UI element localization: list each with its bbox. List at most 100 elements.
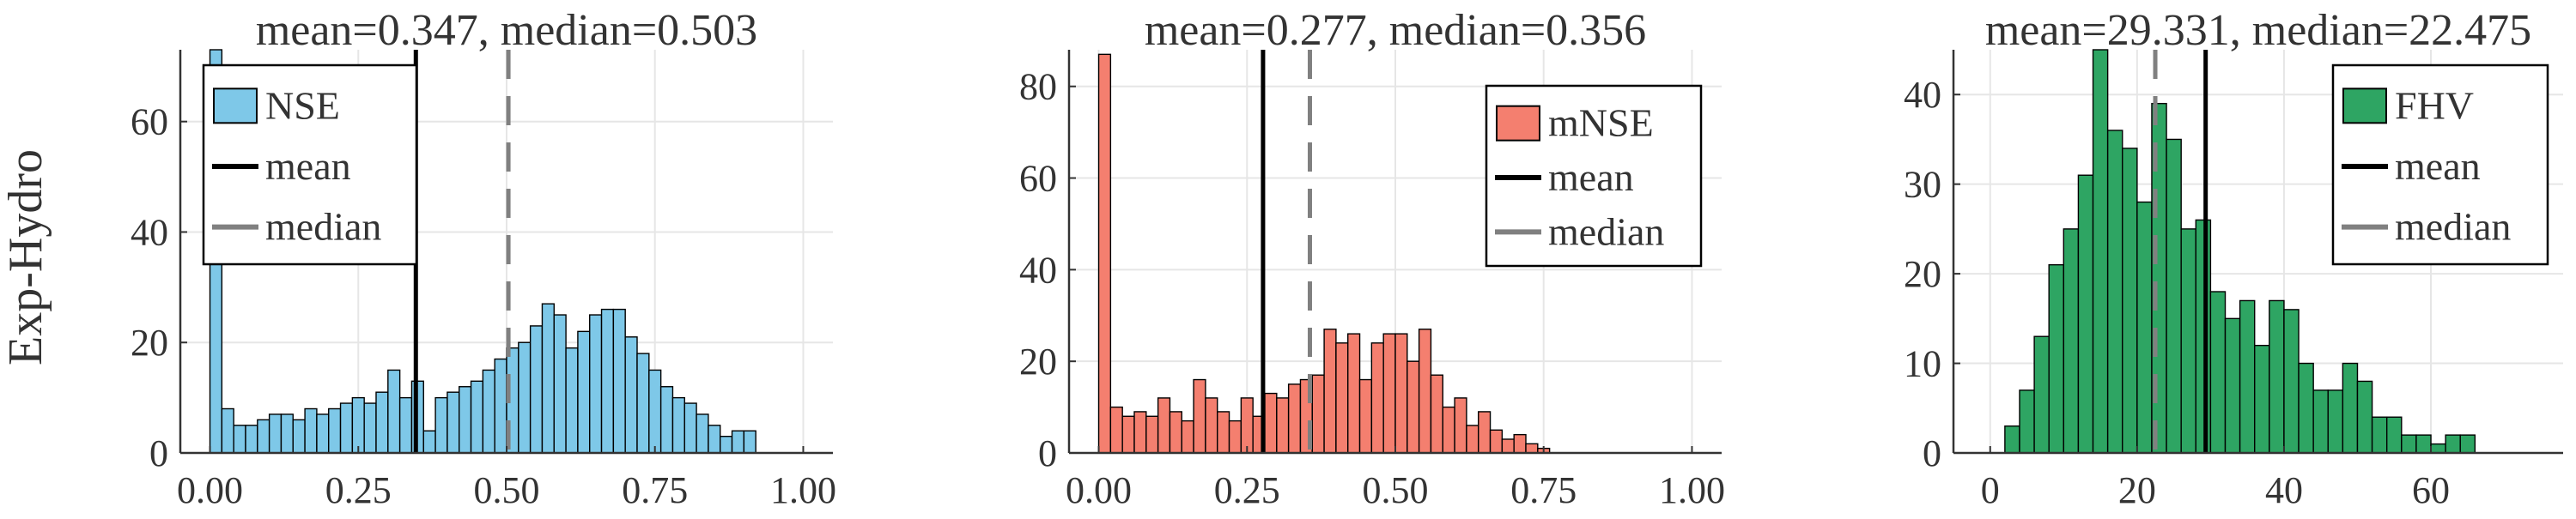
legend-label: mNSE — [1548, 101, 1654, 145]
histogram-bar — [2136, 201, 2153, 454]
histogram-bar — [447, 391, 460, 454]
histogram-bar — [659, 386, 674, 454]
histogram-bar — [589, 314, 603, 454]
legend: FHV mean median — [2331, 63, 2549, 266]
histogram-bar — [233, 425, 246, 454]
histogram-bar — [1157, 397, 1171, 454]
x-tick-label: 20 — [2118, 469, 2156, 511]
histogram-bar — [1181, 419, 1194, 454]
legend-swatch-bar — [2342, 88, 2387, 124]
x-tick-label: 60 — [2412, 469, 2450, 511]
histogram-bar — [2459, 434, 2476, 454]
histogram-bar — [2092, 49, 2109, 454]
histogram-bar — [1276, 397, 1290, 454]
legend-label: median — [265, 205, 381, 249]
legend-swatch-bar — [1496, 105, 1540, 142]
histogram-bar — [304, 407, 318, 454]
histogram-bar — [2356, 380, 2373, 454]
histogram-bar — [612, 308, 626, 454]
histogram-bar — [2195, 219, 2212, 454]
histogram-bar — [2224, 317, 2241, 454]
histogram-bar — [2180, 228, 2196, 454]
histogram-bar — [2415, 434, 2432, 454]
legend-label: FHV — [2395, 83, 2474, 127]
x-tick-label: 0.25 — [1214, 469, 1280, 511]
y-tick-label: 0 — [1038, 432, 1057, 474]
histogram-bar — [1454, 397, 1467, 454]
histogram-bar — [375, 391, 389, 454]
y-tick-label: 10 — [1904, 343, 1941, 385]
legend: NSE mean median — [202, 63, 418, 266]
x-tick-label: 0.50 — [474, 469, 540, 511]
histogram-bar — [1097, 53, 1112, 454]
histogram-bar — [1264, 392, 1278, 454]
histogram-bar — [1525, 443, 1539, 454]
histogram-bar — [2122, 148, 2138, 454]
legend: mNSE mean median — [1485, 84, 1703, 268]
histogram-bar — [257, 419, 270, 454]
histogram-bar — [2106, 130, 2123, 454]
x-tick-label: 0.50 — [1363, 469, 1429, 511]
histogram-bar — [2254, 344, 2270, 454]
histogram-bar — [422, 430, 436, 454]
histogram-bar — [518, 341, 532, 454]
histogram-bar — [1228, 419, 1242, 454]
histogram-bar — [1501, 438, 1515, 454]
legend-label: NSE — [265, 83, 340, 127]
histogram-bar — [1370, 342, 1384, 454]
histogram-bar — [459, 386, 472, 454]
histogram-bar — [683, 402, 697, 454]
histogram-bar — [1217, 411, 1230, 454]
legend-label: mean — [1548, 155, 1634, 199]
histogram-bar — [1205, 397, 1218, 454]
histogram-bar — [328, 407, 342, 454]
y-tick-label: 30 — [1904, 164, 1941, 206]
histogram-bar — [245, 425, 258, 454]
histogram-bar — [1382, 333, 1396, 454]
chart-title: mean=29.331, median=22.475 — [1985, 6, 2531, 55]
histogram-bar — [2430, 443, 2446, 454]
histogram-bar — [2312, 389, 2329, 454]
x-tick-label: 1.00 — [770, 469, 836, 511]
histogram-bar — [1489, 429, 1504, 454]
histogram-bar — [2033, 335, 2050, 454]
histogram-bar — [2283, 309, 2300, 454]
x-tick-label: 0.75 — [1510, 469, 1577, 511]
histogram-bar — [720, 435, 733, 454]
legend-label: median — [1548, 209, 1664, 253]
histogram-bar — [280, 413, 294, 454]
histogram-bar — [708, 425, 721, 454]
legend-label: mean — [2395, 144, 2481, 188]
row-label: Exp-Hydro — [0, 149, 52, 365]
histogram-bar — [351, 396, 365, 454]
histogram-bar — [482, 369, 495, 454]
x-tick-label: 40 — [2265, 469, 2303, 511]
y-tick-label: 40 — [131, 211, 168, 253]
histogram-bar — [2298, 362, 2314, 454]
histogram-bar — [316, 413, 330, 454]
y-tick-label: 20 — [1904, 253, 1941, 295]
y-tick-label: 60 — [1019, 158, 1057, 200]
histogram-bar — [600, 308, 615, 454]
histogram-bar — [565, 347, 579, 454]
histogram-bar — [1240, 397, 1254, 454]
y-tick-label: 40 — [1019, 249, 1057, 291]
x-tick-label: 0 — [1981, 469, 2000, 511]
histogram-bar — [553, 314, 567, 454]
y-tick-label: 0 — [149, 432, 168, 474]
histogram-bar — [268, 413, 283, 454]
histogram-bar — [731, 430, 745, 454]
histogram-bar — [363, 402, 377, 454]
y-tick-label: 20 — [1019, 341, 1057, 383]
y-tick-label: 0 — [1923, 432, 1941, 474]
histogram-bar — [221, 407, 234, 454]
histogram-bar — [2004, 425, 2020, 454]
histogram-bar — [636, 353, 650, 454]
legend-label: mean — [265, 144, 351, 188]
histogram-bar — [1347, 333, 1361, 454]
histogram-bar — [743, 430, 756, 454]
histogram-bar — [387, 369, 401, 454]
histogram-bar — [339, 402, 354, 454]
histogram-panels: 0.00 0.25 0.50 0.75 1.00 0 20 40 60 mean=0.347, m… — [131, 6, 2563, 511]
